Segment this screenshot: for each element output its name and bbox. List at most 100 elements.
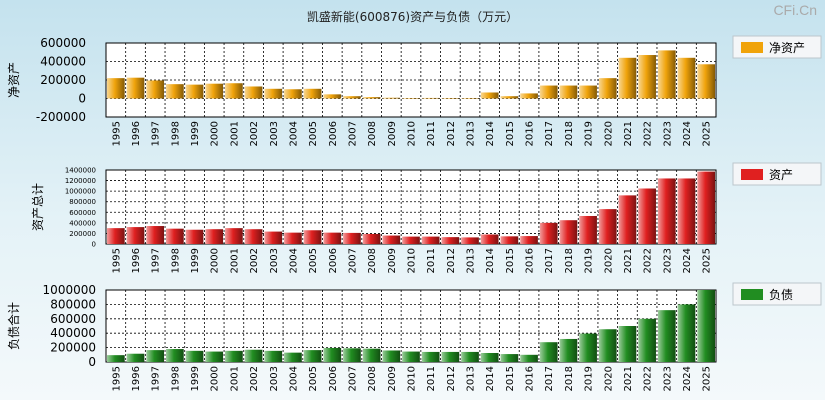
total-liabilities-bar	[402, 351, 420, 362]
net-assets-xtick-label: 2004	[288, 121, 299, 146]
total-assets-legend-label: 资产	[769, 168, 793, 182]
total-assets-xtick-label: 2024	[682, 248, 693, 273]
net-assets-bar	[146, 80, 165, 99]
total-liabilities-bar	[126, 353, 145, 362]
net-assets-xtick-label: 2025	[702, 121, 713, 146]
net-assets-xtick-label: 2013	[466, 121, 477, 146]
total-liabilities-ytick-label: 600000	[50, 312, 96, 326]
total-assets-xtick-label: 2016	[525, 248, 536, 273]
total-assets-xtick-label: 2019	[584, 248, 595, 273]
total-assets-bar	[579, 215, 597, 244]
total-assets-xtick-label: 2017	[544, 248, 555, 273]
total-assets-ytick-label: 600000	[69, 209, 96, 217]
total-liabilities-ytick-label: 200000	[50, 341, 96, 355]
net-assets-bar	[166, 84, 184, 99]
total-assets-ytick-label: 200000	[69, 230, 96, 238]
total-assets-ytick-label: 1000000	[65, 188, 96, 196]
total-liabilities-bar	[559, 338, 578, 362]
total-liabilities-xtick-label: 2004	[288, 366, 299, 391]
net-assets-bar	[618, 57, 637, 99]
total-liabilities-y-axis-label: 负债合计	[6, 302, 21, 350]
net-assets-bar	[520, 93, 538, 99]
net-assets-bar	[244, 86, 263, 99]
total-liabilities-bar	[598, 329, 617, 362]
total-liabilities-xtick-label: 2001	[229, 366, 240, 391]
legend-assets: 资产	[732, 162, 822, 186]
total-liabilities-bar	[244, 349, 263, 362]
total-liabilities-bar	[539, 342, 558, 362]
total-liabilities-ytick-label: 1000000	[43, 283, 96, 297]
total-liabilities-xtick-label: 2010	[407, 366, 418, 391]
total-assets-bar	[461, 237, 479, 244]
total-liabilities-ytick-label: 400000	[50, 326, 96, 340]
net-assets-xtick-label: 2018	[564, 121, 575, 146]
total-assets-xtick-label: 2005	[308, 248, 319, 273]
total-assets-xtick-label: 2011	[426, 248, 437, 273]
total-liabilities-bar	[579, 333, 597, 362]
total-assets-ytick-label: 1200000	[65, 177, 96, 185]
total-liabilities-xtick-label: 1999	[190, 366, 201, 391]
net-assets-bar	[382, 97, 401, 99]
net-assets-legend-label: 净资产	[769, 41, 805, 55]
total-assets-xtick-label: 1997	[151, 248, 162, 273]
total-liabilities-bar	[618, 326, 637, 362]
net-assets-bar	[225, 83, 243, 99]
net-assets-xtick-label: 2016	[525, 121, 536, 146]
total-liabilities-legend-label: 负债	[769, 288, 793, 302]
total-liabilities-bar	[638, 318, 656, 362]
net-assets-xtick-label: 2019	[584, 121, 595, 146]
total-assets-xtick-label: 2022	[643, 248, 654, 273]
net-assets-xtick-label: 2022	[643, 121, 654, 146]
net-assets-bar	[421, 97, 440, 99]
net-assets-bar	[480, 92, 499, 99]
total-liabilities-xtick-label: 2007	[347, 366, 358, 391]
total-liabilities-xtick-label: 2013	[466, 366, 477, 391]
net-assets-y-axis-label: 净资产	[7, 62, 21, 98]
total-liabilities-bar	[107, 355, 125, 362]
total-assets-ytick-label: 1400000	[65, 167, 96, 175]
total-liabilities-ytick-label: 800000	[50, 297, 96, 311]
total-assets-xtick-label: 2010	[407, 248, 418, 273]
total-assets-xtick-label: 2020	[603, 248, 614, 273]
total-liabilities-xtick-label: 2012	[446, 366, 457, 391]
total-assets-xtick-label: 2009	[387, 248, 398, 273]
total-liabilities-xtick-label: 2000	[210, 366, 221, 391]
total-assets-xtick-label: 2006	[328, 248, 339, 273]
net-assets-bar	[559, 85, 578, 99]
net-assets-bar	[284, 89, 302, 99]
total-assets-bar	[500, 236, 519, 244]
total-assets-bar	[480, 234, 499, 244]
total-liabilities-xtick-label: 1997	[151, 366, 162, 391]
total-liabilities-xtick-label: 2011	[426, 366, 437, 391]
net-assets-xtick-label: 1995	[111, 121, 122, 146]
net-assets-xtick-label: 1998	[170, 121, 181, 146]
total-assets-bar	[323, 232, 342, 244]
net-assets-xtick-label: 2023	[662, 121, 673, 146]
total-assets-legend-swatch	[741, 169, 763, 180]
total-assets-xtick-label: 2000	[210, 248, 221, 273]
total-assets-y-axis-label: 资产总计	[31, 183, 45, 231]
net-assets-bar	[303, 88, 322, 99]
total-assets-xtick-label: 1998	[170, 248, 181, 273]
net-assets-xtick-label: 1999	[190, 121, 201, 146]
total-liabilities-bar	[362, 348, 381, 362]
net-assets-xtick-label: 1997	[151, 121, 162, 146]
total-assets-bar	[559, 220, 578, 244]
total-liabilities-bar	[205, 351, 224, 362]
total-assets-bar	[539, 222, 558, 244]
total-assets-xtick-label: 2002	[249, 248, 260, 273]
total-assets-bar	[126, 227, 145, 244]
net-assets-bar	[697, 64, 715, 99]
net-assets-bar	[638, 55, 656, 99]
total-liabilities-bar	[697, 290, 715, 362]
net-assets-bar	[107, 78, 125, 99]
total-assets-xtick-label: 1999	[190, 248, 201, 273]
total-liabilities-xtick-label: 2020	[603, 366, 614, 391]
total-liabilities-bar	[500, 354, 519, 362]
net-assets-bar	[441, 98, 460, 99]
total-liabilities-xtick-label: 2003	[269, 366, 280, 391]
chart-title: 凯盛新能(600876)资产与负债（万元）	[306, 10, 519, 24]
total-liabilities-bar	[657, 310, 676, 362]
total-assets-bar	[657, 178, 676, 244]
total-liabilities-bar	[264, 350, 283, 362]
